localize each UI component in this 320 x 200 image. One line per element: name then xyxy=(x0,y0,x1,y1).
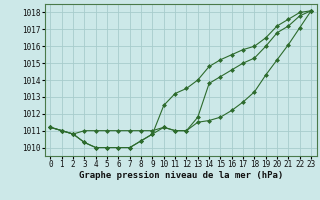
X-axis label: Graphe pression niveau de la mer (hPa): Graphe pression niveau de la mer (hPa) xyxy=(79,171,283,180)
